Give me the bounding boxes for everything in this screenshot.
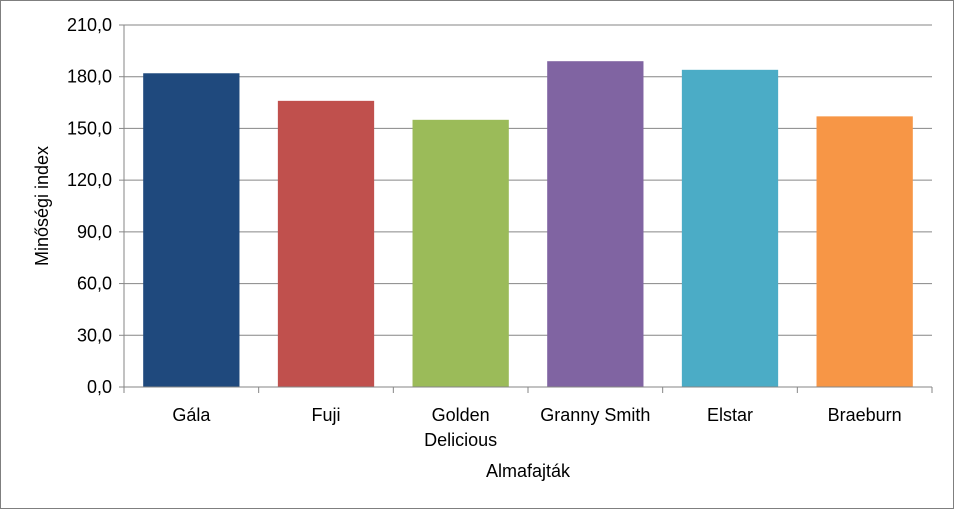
x-category-label: Granny Smith	[540, 405, 650, 425]
bar	[681, 69, 779, 388]
bar	[277, 100, 375, 387]
x-axis-title: Almafajták	[486, 461, 571, 481]
bar	[816, 116, 913, 387]
y-tick-labels: 0,0 30,0 60,0 90,0 120,0 150,0 180,0 210,0	[67, 15, 112, 397]
x-category-label: Gála	[172, 405, 211, 425]
y-axis-title: Minőségi index	[32, 146, 52, 266]
x-category-label: Golden Delicious	[424, 405, 497, 450]
y-tick-label: 180,0	[67, 67, 112, 87]
x-category-label: Elstar	[707, 405, 753, 425]
x-category-labels: Gála Fuji Golden Delicious Granny Smith Elsta…	[172, 405, 901, 450]
y-tick-label: 210,0	[67, 15, 112, 35]
y-tick-label: 120,0	[67, 170, 112, 190]
bar	[412, 119, 509, 388]
bar	[547, 61, 644, 387]
axes	[123, 25, 933, 393]
y-tick-label: 150,0	[67, 118, 112, 138]
y-tick-label: 30,0	[77, 325, 112, 345]
x-category-label: Braeburn	[828, 405, 902, 425]
y-tick-label: 90,0	[77, 222, 112, 242]
bars	[143, 61, 913, 388]
bar	[143, 73, 240, 388]
y-tick-label: 60,0	[77, 274, 112, 294]
gridlines	[119, 24, 932, 388]
x-category-label: Fuji	[311, 405, 340, 425]
y-tick-label: 0,0	[87, 377, 112, 397]
